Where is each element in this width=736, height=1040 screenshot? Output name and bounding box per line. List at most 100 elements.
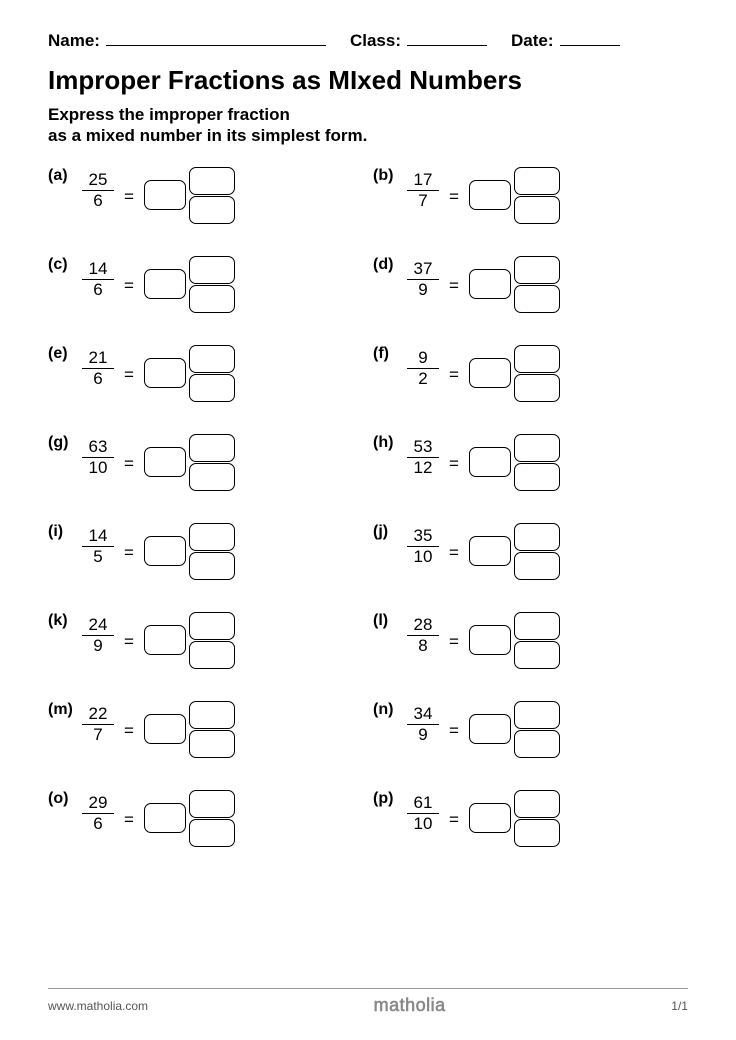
answer-numerator-box[interactable] <box>189 434 235 462</box>
whole-number-box[interactable] <box>144 269 186 299</box>
answer-denominator-box[interactable] <box>189 819 235 847</box>
fraction: 21 6 <box>82 349 114 389</box>
fraction-boxes <box>189 790 235 847</box>
answer-denominator-box[interactable] <box>514 196 560 224</box>
answer-numerator-box[interactable] <box>514 345 560 373</box>
fraction-boxes <box>189 434 235 491</box>
denominator: 12 <box>408 458 439 478</box>
whole-number-box[interactable] <box>469 536 511 566</box>
answer-boxes <box>144 699 235 758</box>
denominator: 7 <box>412 191 433 211</box>
answer-numerator-box[interactable] <box>189 256 235 284</box>
equals-sign: = <box>124 626 134 652</box>
whole-number-box[interactable] <box>144 714 186 744</box>
answer-denominator-box[interactable] <box>189 730 235 758</box>
fraction-boxes <box>514 345 560 402</box>
answer-numerator-box[interactable] <box>514 523 560 551</box>
answer-numerator-box[interactable] <box>189 345 235 373</box>
whole-number-box[interactable] <box>469 269 511 299</box>
denominator: 6 <box>87 369 108 389</box>
numerator: 25 <box>83 171 114 191</box>
whole-number-box[interactable] <box>144 447 186 477</box>
answer-denominator-box[interactable] <box>514 819 560 847</box>
answer-numerator-box[interactable] <box>189 523 235 551</box>
equals-sign: = <box>124 448 134 474</box>
fraction-boxes <box>514 434 560 491</box>
answer-boxes <box>469 699 560 758</box>
footer: www.matholia.com matholia 1/1 <box>48 988 688 1016</box>
answer-denominator-box[interactable] <box>189 196 235 224</box>
answer-numerator-box[interactable] <box>514 612 560 640</box>
numerator: 29 <box>83 794 114 814</box>
whole-number-box[interactable] <box>144 536 186 566</box>
fraction: 61 10 <box>407 794 439 834</box>
equals-sign: = <box>449 804 459 830</box>
numerator: 61 <box>408 794 439 814</box>
answer-denominator-box[interactable] <box>189 552 235 580</box>
answer-numerator-box[interactable] <box>514 256 560 284</box>
answer-denominator-box[interactable] <box>514 730 560 758</box>
equals-sign: = <box>124 715 134 741</box>
answer-numerator-box[interactable] <box>514 790 560 818</box>
equals-sign: = <box>124 181 134 207</box>
answer-denominator-box[interactable] <box>189 463 235 491</box>
whole-number-box[interactable] <box>469 358 511 388</box>
whole-number-box[interactable] <box>144 803 186 833</box>
numerator: 37 <box>408 260 439 280</box>
fraction-boxes <box>189 167 235 224</box>
answer-denominator-box[interactable] <box>189 374 235 402</box>
answer-numerator-box[interactable] <box>189 167 235 195</box>
answer-denominator-box[interactable] <box>514 641 560 669</box>
numerator: 53 <box>408 438 439 458</box>
answer-denominator-box[interactable] <box>189 641 235 669</box>
whole-number-box[interactable] <box>144 625 186 655</box>
problem-label: (m) <box>48 699 82 719</box>
problem-label: (b) <box>373 165 407 185</box>
fraction-boxes <box>514 523 560 580</box>
numerator: 34 <box>408 705 439 725</box>
answer-denominator-box[interactable] <box>514 285 560 313</box>
whole-number-box[interactable] <box>469 180 511 210</box>
problem-label: (o) <box>48 788 82 808</box>
equals-sign: = <box>449 359 459 385</box>
class-blank[interactable] <box>407 28 487 46</box>
denominator: 2 <box>412 369 433 389</box>
denominator: 10 <box>408 814 439 834</box>
header-fields: Name: Class: Date: <box>48 28 688 51</box>
problem: (n) 34 9 = <box>373 699 688 758</box>
answer-numerator-box[interactable] <box>189 701 235 729</box>
denominator: 6 <box>87 280 108 300</box>
class-label: Class: <box>350 31 401 51</box>
denominator: 9 <box>87 636 108 656</box>
answer-denominator-box[interactable] <box>514 552 560 580</box>
whole-number-box[interactable] <box>144 358 186 388</box>
answer-boxes <box>144 254 235 313</box>
answer-denominator-box[interactable] <box>189 285 235 313</box>
equals-sign: = <box>449 181 459 207</box>
problem: (j) 35 10 = <box>373 521 688 580</box>
whole-number-box[interactable] <box>469 625 511 655</box>
problem-label: (j) <box>373 521 407 541</box>
answer-numerator-box[interactable] <box>189 790 235 818</box>
denominator: 5 <box>87 547 108 567</box>
denominator: 9 <box>412 280 433 300</box>
whole-number-box[interactable] <box>469 447 511 477</box>
date-blank[interactable] <box>560 28 620 46</box>
problem-label: (l) <box>373 610 407 630</box>
whole-number-box[interactable] <box>144 180 186 210</box>
problem-label: (e) <box>48 343 82 363</box>
answer-numerator-box[interactable] <box>514 434 560 462</box>
answer-boxes <box>144 788 235 847</box>
answer-boxes <box>144 521 235 580</box>
name-blank[interactable] <box>106 28 326 46</box>
answer-numerator-box[interactable] <box>189 612 235 640</box>
fraction-boxes <box>189 523 235 580</box>
whole-number-box[interactable] <box>469 803 511 833</box>
answer-denominator-box[interactable] <box>514 463 560 491</box>
whole-number-box[interactable] <box>469 714 511 744</box>
problem-label: (c) <box>48 254 82 274</box>
denominator: 10 <box>83 458 114 478</box>
answer-denominator-box[interactable] <box>514 374 560 402</box>
answer-numerator-box[interactable] <box>514 701 560 729</box>
answer-numerator-box[interactable] <box>514 167 560 195</box>
